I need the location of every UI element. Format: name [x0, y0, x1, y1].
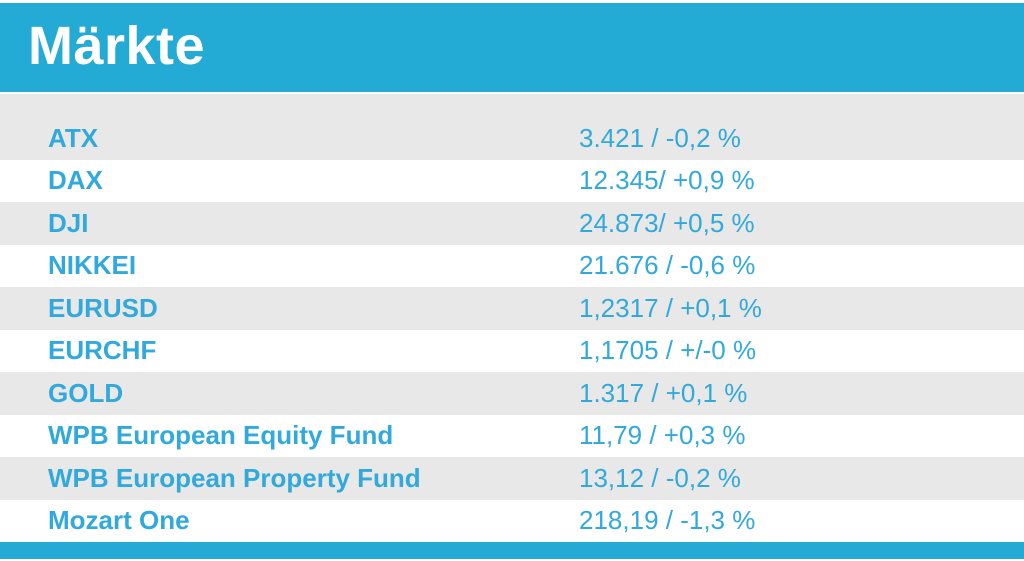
- market-quote-value: 1,2317 / +0,1 %: [579, 292, 762, 323]
- table-top-spacer: [0, 94, 1024, 117]
- market-row: WPB European Equity Fund 11,79 / +0,3 %: [0, 414, 1024, 457]
- market-row: DJI 24.873/ +0,5 %: [0, 202, 1024, 245]
- market-instrument-label: DAX: [48, 165, 103, 196]
- market-quote-value: 13,12 / -0,2 %: [579, 462, 741, 493]
- markets-table: ATX 3.421 / -0,2 % DAX 12.345/ +0,9 % DJ…: [0, 94, 1024, 542]
- footer-bar: [0, 542, 1024, 559]
- page-title: Märkte: [28, 15, 206, 76]
- market-row: ATX 3.421 / -0,2 %: [0, 117, 1024, 160]
- market-row: DAX 12.345/ +0,9 %: [0, 159, 1024, 202]
- markets-table-rows: ATX 3.421 / -0,2 % DAX 12.345/ +0,9 % DJ…: [0, 117, 1024, 542]
- market-row: EURCHF 1,1705 / +/-0 %: [0, 329, 1024, 372]
- market-row: NIKKEI 21.676 / -0,6 %: [0, 244, 1024, 287]
- market-row: WPB European Property Fund 13,12 / -0,2 …: [0, 457, 1024, 500]
- market-quote-value: 1,1705 / +/-0 %: [579, 335, 757, 366]
- market-row: Mozart One 218,19 / -1,3 %: [0, 499, 1024, 542]
- market-instrument-label: ATX: [48, 122, 99, 153]
- market-row: GOLD 1.317 / +0,1 %: [0, 372, 1024, 415]
- market-quote-value: 218,19 / -1,3 %: [579, 505, 756, 536]
- market-quote-value: 24.873/ +0,5 %: [579, 207, 755, 238]
- market-instrument-label: EURUSD: [48, 292, 158, 323]
- market-quote-value: 12.345/ +0,9 %: [579, 165, 755, 196]
- market-instrument-label: GOLD: [48, 377, 124, 408]
- market-quote-value: 1.317 / +0,1 %: [579, 377, 748, 408]
- header-bar: Märkte: [0, 3, 1024, 92]
- market-quote-value: 11,79 / +0,3 %: [579, 420, 746, 451]
- market-quote-value: 21.676 / -0,6 %: [579, 250, 756, 281]
- market-instrument-label: DJI: [48, 207, 89, 238]
- market-instrument-label: WPB European Property Fund: [48, 462, 421, 493]
- market-instrument-label: WPB European Equity Fund: [48, 420, 394, 451]
- market-row: EURUSD 1,2317 / +0,1 %: [0, 287, 1024, 330]
- market-instrument-label: Mozart One: [48, 505, 190, 536]
- market-instrument-label: EURCHF: [48, 335, 157, 366]
- market-quote-value: 3.421 / -0,2 %: [579, 122, 741, 153]
- market-instrument-label: NIKKEI: [48, 250, 137, 281]
